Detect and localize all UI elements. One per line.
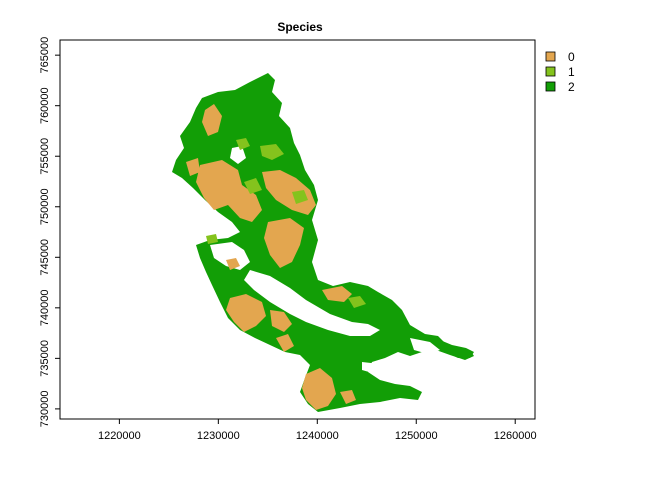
species-0-patch xyxy=(226,258,240,270)
species-2-east-tail xyxy=(440,340,474,358)
species-0-patch xyxy=(264,218,304,268)
legend: 012 xyxy=(545,50,575,94)
species-0-patch xyxy=(202,104,222,136)
x-tick-label: 1260000 xyxy=(494,430,537,442)
species-1-patches xyxy=(206,138,366,308)
species-1-patch xyxy=(236,138,250,150)
legend-label: 2 xyxy=(568,80,575,94)
y-tick-label: 740000 xyxy=(39,289,51,326)
map-title: Species xyxy=(277,20,323,34)
nodata-gap-bay xyxy=(244,270,380,336)
legend-swatch xyxy=(545,51,556,62)
y-tick-label: 750000 xyxy=(39,188,51,225)
nodata-gap-south xyxy=(362,362,426,382)
species-0-patch xyxy=(270,310,292,332)
y-tick-label: 755000 xyxy=(39,138,51,175)
x-tick-label: 1220000 xyxy=(98,430,141,442)
species-0-patch xyxy=(276,334,294,352)
y-tick-label: 735000 xyxy=(39,340,51,377)
species-0-patches xyxy=(186,104,356,410)
y-tick-label: 730000 xyxy=(39,391,51,428)
legend-label: 0 xyxy=(568,50,575,64)
species-raster xyxy=(172,73,474,412)
plot-frame xyxy=(59,39,536,420)
legend-swatch xyxy=(545,66,556,77)
x-tick-label: 1240000 xyxy=(296,430,339,442)
species-1-patch xyxy=(260,144,284,160)
species-1-patch xyxy=(244,178,262,194)
species-0-patch xyxy=(322,286,352,302)
nodata-gap-north xyxy=(230,146,246,164)
species-0-patch xyxy=(340,390,356,404)
x-axis: 1220000 1230000 1240000 1250000 1260000 xyxy=(98,419,537,442)
y-tick-label: 745000 xyxy=(39,239,51,276)
species-1-patch xyxy=(292,190,308,204)
legend-label: 1 xyxy=(568,65,575,79)
legend-swatch xyxy=(545,81,556,92)
species-0-patch xyxy=(186,158,200,176)
species-0-patch xyxy=(196,160,262,222)
species-0-patch xyxy=(226,294,266,332)
nodata-gap-east xyxy=(410,338,440,354)
species-0-patch xyxy=(302,368,336,410)
species-0-patch xyxy=(262,170,316,215)
x-tick-label: 1230000 xyxy=(197,430,240,442)
species-1-patch xyxy=(348,296,366,308)
y-axis: 730000 735000 740000 745000 750000 755000 7600… xyxy=(39,37,60,427)
y-tick-label: 760000 xyxy=(39,87,51,124)
y-tick-label: 765000 xyxy=(39,37,51,74)
nodata-gap-channel xyxy=(210,242,250,270)
species-1-patch xyxy=(206,234,218,244)
x-tick-label: 1250000 xyxy=(395,430,438,442)
